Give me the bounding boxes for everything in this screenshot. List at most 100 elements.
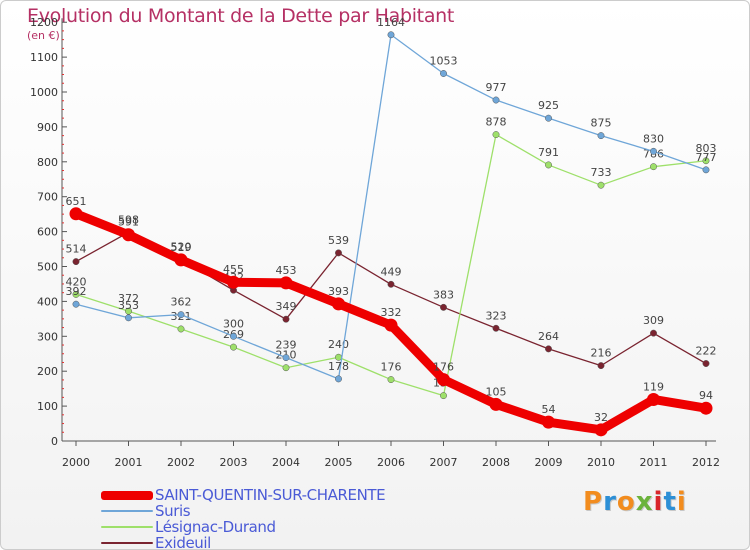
logo-letter: t [663,487,677,517]
data-point-saint-quentin-sur-charente [227,275,240,289]
data-point-saint-quentin-sur-charente [489,397,503,411]
data-label-saint-quentin-sur-charente: 54 [542,403,556,416]
data-label-saint-quentin-sur-charente: 94 [699,389,713,402]
data-label-lesignac-durand: 372 [118,292,139,305]
data-point-suris [597,132,605,140]
data-point-saint-quentin-sur-charente [174,253,188,267]
data-label-suris: 1164 [377,16,405,29]
x-tick-label: 2007 [430,456,458,469]
legend-swatch [101,542,153,544]
legend-item-exideuil: Exideuil [101,534,211,549]
data-label-saint-quentin-sur-charente: 332 [381,306,402,319]
x-tick-label: 2003 [220,456,248,469]
data-point-saint-quentin-sur-charente [542,415,555,429]
chart-subtitle: (en €) [27,29,60,42]
data-point-lesignac-durand [440,392,447,400]
data-point-lesignac-durand [492,131,500,139]
data-label-exideuil: 383 [433,288,454,301]
data-point-exideuil [335,249,342,257]
data-point-suris [335,375,342,383]
data-point-exideuil [597,362,605,370]
y-tick-label: 700 [37,191,58,204]
legend-item-suris: Suris [101,502,191,520]
data-label-lesignac-durand: 240 [328,338,349,351]
data-point-exideuil [492,324,500,332]
data-point-saint-quentin-sur-charente [699,401,713,415]
data-point-suris [702,166,710,174]
data-label-lesignac-durand: 420 [66,275,87,288]
data-point-exideuil [440,303,447,311]
y-tick-label: 1100 [30,51,58,64]
proxiti-logo: Proxiti [583,487,687,517]
data-label-saint-quentin-sur-charente: 105 [486,385,507,398]
y-tick-label: 400 [37,295,58,308]
data-label-suris: 830 [643,132,664,145]
data-label-lesignac-durand: 791 [538,146,559,159]
x-tick-label: 2001 [115,456,143,469]
data-label-exideuil: 323 [486,309,507,322]
data-point-saint-quentin-sur-charente [122,228,135,242]
data-label-suris: 239 [276,339,297,352]
data-point-lesignac-durand [597,181,605,189]
data-point-saint-quentin-sur-charente [384,318,398,332]
data-label-saint-quentin-sur-charente: 176 [433,361,454,374]
legend-swatch [101,526,153,528]
data-point-exideuil [72,258,80,266]
x-tick-label: 2004 [272,456,300,469]
legend-label: Exideuil [155,534,211,550]
data-label-exideuil: 598 [118,213,139,226]
y-tick-label: 800 [37,156,58,169]
logo-letter: i [653,487,664,517]
y-tick-label: 1000 [30,86,58,99]
data-label-exideuil: 264 [538,330,559,343]
logo-letter: x [635,487,654,517]
data-label-exideuil: 222 [696,345,717,358]
data-point-suris [177,311,185,319]
legend-label: SAINT-QUENTIN-SUR-CHARENTE [155,486,386,504]
data-point-lesignac-durand [387,376,395,384]
data-label-suris: 178 [328,360,349,373]
data-label-lesignac-durand: 176 [381,361,402,374]
data-point-lesignac-durand [72,290,80,298]
data-label-suris: 300 [223,317,244,330]
data-label-exideuil: 449 [381,265,402,278]
data-point-saint-quentin-sur-charente [279,276,293,290]
data-point-lesignac-durand [282,364,290,372]
x-tick-label: 2005 [325,456,353,469]
data-label-suris: 392 [66,285,87,298]
data-label-lesignac-durand: 733 [591,166,612,179]
data-label-exideuil: 514 [66,243,87,256]
data-point-lesignac-durand [230,343,237,351]
data-label-suris: 977 [486,81,507,94]
data-point-saint-quentin-sur-charente [437,373,450,387]
legend-label: Suris [155,502,191,520]
legend-item-lesignac-durand: Lésignac-Durand [101,518,276,536]
x-tick-label: 2002 [167,456,195,469]
x-tick-label: 2000 [62,456,90,469]
y-tick-label: 900 [37,121,58,134]
data-point-suris [282,354,290,362]
data-label-lesignac-durand: 803 [696,142,717,155]
legend-label: Lésignac-Durand [155,518,276,536]
data-label-lesignac-durand: 878 [486,116,507,129]
legend-swatch [101,490,153,500]
data-label-saint-quentin-sur-charente: 651 [66,195,87,208]
data-label-saint-quentin-sur-charente: 453 [276,264,297,277]
legend-swatch [101,510,153,512]
data-label-saint-quentin-sur-charente: 591 [118,216,139,229]
y-tick-label: 600 [37,226,58,239]
data-point-suris [650,147,657,155]
data-point-lesignac-durand [545,161,552,169]
data-point-suris [440,70,447,77]
data-point-suris [545,114,552,122]
x-tick-label: 2009 [535,456,563,469]
data-label-suris: 353 [118,299,139,312]
data-point-suris [72,300,80,308]
x-tick-label: 2006 [377,456,405,469]
data-point-saint-quentin-sur-charente [69,207,83,221]
logo-letter: o [616,487,636,517]
x-tick-label: 2010 [587,456,615,469]
data-label-suris: 777 [696,151,717,164]
